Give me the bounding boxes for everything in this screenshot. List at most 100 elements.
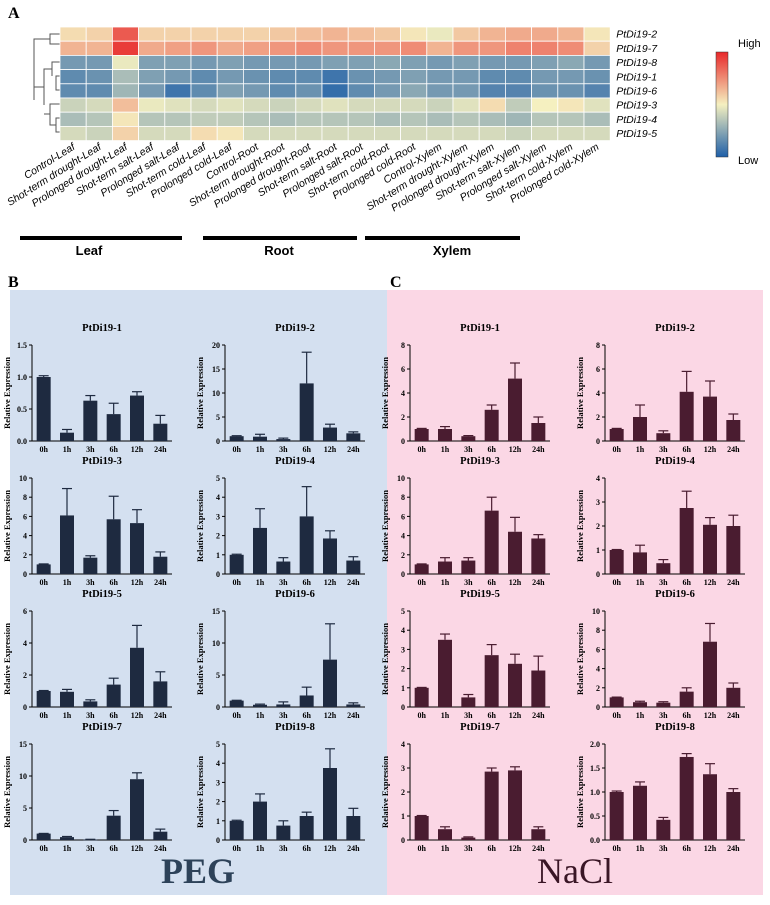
heatmap-legend-bar [715,51,729,158]
y-tick-label: 1 [401,684,405,693]
x-tick-label: 1h [256,445,265,454]
heatmap-cell [216,111,244,127]
y-tick-label: 5 [23,804,27,813]
bar [633,417,647,441]
x-tick-label: 1h [636,445,645,454]
heatmap-cell [59,26,87,42]
heatmap-cell [347,26,375,42]
bar-chart-peg-ptdi19-5: PtDi19-5 Relative Expression 0 2 4 6 0h 1h 3h 6h 1… [2,589,172,720]
heatmap-cell [190,126,218,142]
heatmap-cell [452,111,480,127]
heatmap-cell [112,40,140,56]
heatmap-cell [216,55,244,71]
bar [153,831,168,840]
x-tick-label: 0h [39,578,48,587]
x-tick-label: 12h [324,711,337,720]
y-tick-label: 0.0 [17,437,27,446]
heatmap-cell [373,55,401,71]
x-tick-label: 0h [417,445,426,454]
heatmap-cell [242,26,270,42]
x-tick-label: 12h [704,445,717,454]
y-tick-label: 1 [596,546,600,555]
heatmap-cell [164,55,192,71]
x-tick-label: 3h [279,578,288,587]
bar [323,659,337,707]
heatmap-cell [452,126,480,142]
y-tick-label: 2 [401,665,405,674]
bar [438,561,452,574]
heatmap-cell [295,111,323,127]
heatmap-cell [190,40,218,56]
bar [633,702,647,707]
x-tick-label: 1h [636,844,645,853]
heatmap-cell [373,111,401,127]
x-tick-label: 24h [154,578,167,587]
y-axis-label: Relative Expression [195,490,205,562]
bar [130,647,144,707]
heatmap-cell [112,83,140,99]
heatmap-row-label: PtDi19-4 [616,114,657,126]
heatmap-cell [59,126,87,142]
heatmap-row-label: PtDi19-3 [616,100,657,112]
x-tick-label: 6h [302,578,311,587]
heatmap-cell [138,26,166,42]
heatmap-cell [321,111,349,127]
heatmap-cell [478,83,506,99]
bar [299,516,314,574]
y-tick-label: 2 [23,551,27,560]
y-tick-label: 4 [401,532,405,541]
heatmap-cell [347,55,375,71]
heatmap-cell [583,26,611,42]
bar [414,816,429,840]
bar [229,554,244,574]
bar [656,563,671,574]
bar-chart-nacl-ptdi19-4: PtDi19-4 Relative Expression 0 1 2 3 4 0h 1h 3h 6h… [575,456,745,587]
heatmap-cell [557,40,585,56]
x-tick-label: 24h [532,844,545,853]
bar [461,837,476,840]
bar [484,771,499,840]
y-tick-label: 8 [23,493,27,502]
y-tick-label: 0 [23,703,27,712]
heatmap-cell [59,55,87,71]
heatmap-cell [295,97,323,113]
y-tick-label: 2.0 [590,740,600,749]
y-tick-label: 4 [23,639,27,648]
x-tick-label: 24h [727,445,740,454]
heatmap-cell [478,126,506,142]
bar [656,433,671,441]
bar [36,377,51,441]
y-axis-label: Relative Expression [195,756,205,828]
heatmap-cell [504,26,532,42]
y-tick-label: 3 [401,645,405,654]
heatmap-cell [504,111,532,127]
heatmap-cell [426,111,454,127]
heatmap-cell [242,111,270,127]
bar [106,414,121,441]
x-tick-label: 12h [131,445,144,454]
y-tick-label: 0 [216,836,220,845]
heatmap-cell [216,83,244,99]
heatmap-cell [138,40,166,56]
bar [414,564,429,574]
bar [414,429,429,441]
y-tick-label: 8 [401,493,405,502]
group-label-xylem: Xylem [433,243,471,258]
heatmap-cell [59,83,87,99]
group-bar-root [203,236,357,240]
bar [60,515,74,574]
x-tick-label: 24h [532,711,545,720]
heatmap-cell [269,83,297,99]
heatmap-legend-low: Low [738,155,758,167]
chart-title: PtDi19-1 [82,323,122,334]
bar [484,409,499,441]
bar [229,436,244,441]
heatmap-cell [138,97,166,113]
bar [323,768,337,840]
y-tick-label: 4 [23,532,27,541]
chart-title: PtDi19-5 [460,589,500,600]
x-tick-label: 12h [704,578,717,587]
heatmap-cell [557,55,585,71]
y-tick-label: 4 [596,389,600,398]
bar [438,429,452,441]
